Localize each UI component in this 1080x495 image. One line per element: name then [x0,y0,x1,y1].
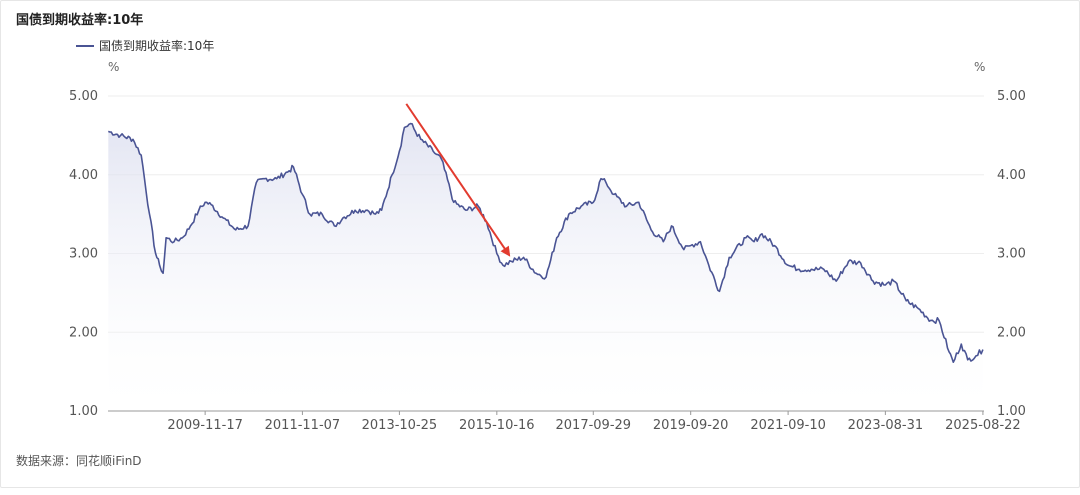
y-tick-label-left: 3.00 [69,247,98,262]
y-tick-label-left: 1.00 [69,404,98,419]
y-tick-label-right: 3.00 [997,247,1026,262]
legend-label: 国债到期收益率:10年 [99,39,215,53]
data-source: 数据来源：同花顺iFinD [16,454,142,468]
left-axis-unit: % [108,60,120,74]
x-tick-label: 2025-08-22 [945,418,1021,433]
y-tick-label-right: 5.00 [997,89,1026,104]
x-tick-label: 2009-11-17 [167,418,243,433]
series-area [108,123,983,411]
x-tick-label: 2017-09-29 [556,418,632,433]
x-tick-label: 2019-09-20 [653,418,729,433]
y-axis-right: 1.00 2.00 3.00 4.00 5.00 [997,89,1026,419]
y-tick-label-right: 1.00 [997,404,1026,419]
legend-swatch [76,44,94,47]
x-tick-label: 2023-08-31 [848,418,924,433]
y-tick-label-left: 5.00 [69,89,98,104]
chart-title: 国债到期收益率:10年 [16,13,144,28]
legend[interactable]: 国债到期收益率:10年 [76,37,214,54]
y-tick-label-left: 2.00 [69,325,98,340]
y-axis-left: 1.00 2.00 3.00 4.00 5.00 [69,89,98,419]
x-axis: 2009-11-17 2011-11-07 2013-10-25 2015-10-16… [167,411,1021,433]
y-tick-label-right: 2.00 [997,325,1026,340]
y-tick-label-right: 4.00 [997,168,1026,183]
y-tick-label-left: 4.00 [69,168,98,183]
trend-arrow [405,103,511,257]
x-tick-label: 2015-10-16 [459,418,535,433]
right-axis-unit: % [974,60,986,74]
x-tick-label: 2011-11-07 [265,418,341,433]
x-tick-label: 2021-09-10 [750,418,826,433]
series-line[interactable] [108,122,984,363]
x-tick-label: 2013-10-25 [362,418,438,433]
